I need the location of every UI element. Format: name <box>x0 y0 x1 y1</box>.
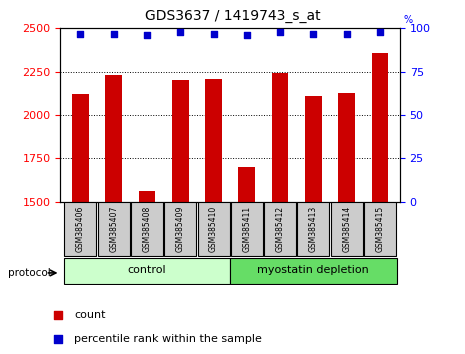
Text: GDS3637 / 1419743_s_at: GDS3637 / 1419743_s_at <box>145 9 320 23</box>
Point <box>310 31 317 36</box>
Bar <box>372 53 388 354</box>
Text: GSM385413: GSM385413 <box>309 206 318 252</box>
FancyBboxPatch shape <box>198 202 230 256</box>
Text: GSM385408: GSM385408 <box>142 206 152 252</box>
FancyBboxPatch shape <box>98 202 130 256</box>
FancyBboxPatch shape <box>230 258 397 284</box>
Bar <box>272 73 288 354</box>
Text: control: control <box>128 265 166 275</box>
Point <box>330 246 338 251</box>
Point <box>210 31 217 36</box>
Text: GSM385412: GSM385412 <box>276 206 285 252</box>
FancyBboxPatch shape <box>298 202 329 256</box>
Point <box>110 31 118 36</box>
FancyBboxPatch shape <box>331 202 363 256</box>
Text: percentile rank within the sample: percentile rank within the sample <box>74 333 262 344</box>
FancyBboxPatch shape <box>231 202 263 256</box>
Point <box>77 31 84 36</box>
Point <box>143 33 151 38</box>
Text: GSM385415: GSM385415 <box>375 206 385 252</box>
Point <box>343 31 350 36</box>
Bar <box>172 80 189 354</box>
FancyBboxPatch shape <box>364 202 396 256</box>
Point <box>376 29 384 35</box>
Text: GSM385414: GSM385414 <box>342 206 351 252</box>
Point <box>177 29 184 35</box>
Text: GSM385407: GSM385407 <box>109 206 118 252</box>
Bar <box>106 75 122 354</box>
Point <box>276 29 284 35</box>
Bar <box>205 79 222 354</box>
Text: GSM385411: GSM385411 <box>242 206 251 252</box>
Text: GSM385406: GSM385406 <box>76 206 85 252</box>
Text: %: % <box>403 15 412 25</box>
Bar <box>72 94 89 354</box>
Text: count: count <box>74 310 106 320</box>
Point <box>243 33 251 38</box>
FancyBboxPatch shape <box>264 202 296 256</box>
FancyBboxPatch shape <box>65 202 96 256</box>
FancyBboxPatch shape <box>64 258 230 284</box>
FancyBboxPatch shape <box>164 202 196 256</box>
Point <box>330 28 338 34</box>
Text: GSM385410: GSM385410 <box>209 206 218 252</box>
Bar <box>305 96 322 354</box>
Bar <box>239 167 255 354</box>
Text: myostatin depletion: myostatin depletion <box>258 265 369 275</box>
Text: GSM385409: GSM385409 <box>176 206 185 252</box>
Text: protocol: protocol <box>8 268 51 278</box>
Bar <box>139 192 155 354</box>
Bar <box>339 92 355 354</box>
FancyBboxPatch shape <box>131 202 163 256</box>
